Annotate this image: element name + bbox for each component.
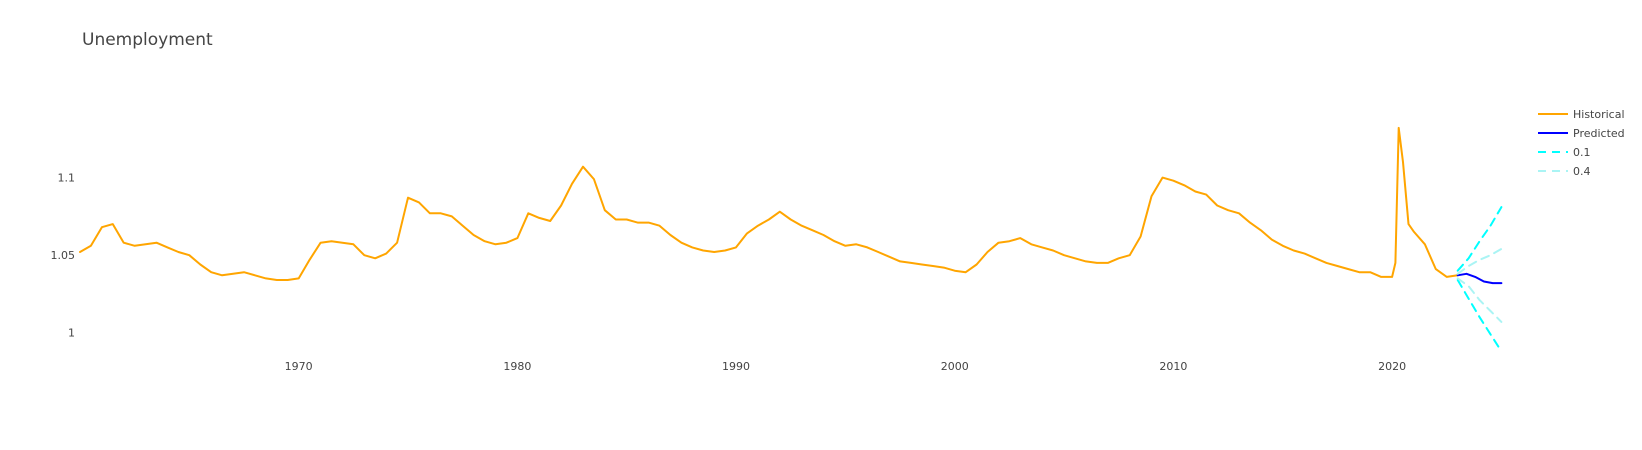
x-tick-label: 2010 [1159, 360, 1187, 373]
y-tick-label: 1.1 [58, 172, 76, 185]
legend-label: 0.4 [1573, 165, 1591, 178]
y-tick-label: 1 [68, 327, 75, 340]
x-tick-label: 1980 [503, 360, 531, 373]
series-line-0-4 [1456, 247, 1503, 275]
x-tick-label: 1990 [722, 360, 750, 373]
series-line-historical [79, 126, 1459, 281]
series-line-predicted [1456, 272, 1503, 285]
x-tick-label: 2000 [941, 360, 969, 373]
legend-label: Historical [1573, 108, 1625, 121]
series-line-band-5 [1456, 277, 1503, 323]
legend-label: 0.1 [1573, 146, 1591, 159]
legend-label: Predicted [1573, 127, 1625, 140]
chart-title: Unemployment [82, 30, 213, 50]
x-tick-label: 1970 [285, 360, 313, 373]
x-tick-label: 2020 [1378, 360, 1406, 373]
series-line-0-1 [1456, 206, 1503, 272]
y-tick-label: 1.05 [51, 249, 76, 262]
series-line-band-3 [1456, 279, 1503, 353]
